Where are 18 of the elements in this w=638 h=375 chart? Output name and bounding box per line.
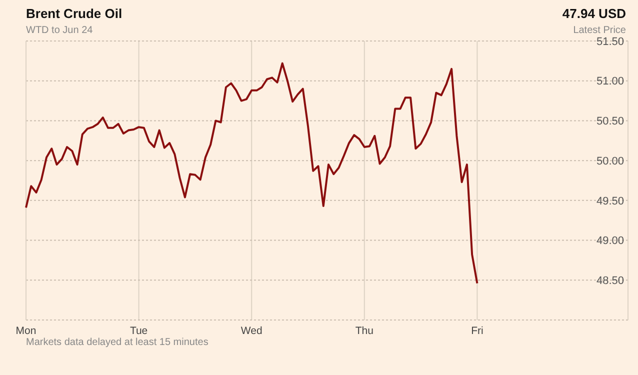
text: Latest Price	[573, 25, 626, 36]
x-tick-label: Wed	[240, 325, 262, 337]
text: Markets data delayed at least 15 minutes	[26, 337, 208, 348]
x-tick-label: Fri	[471, 325, 484, 337]
y-tick-label: 51.50	[596, 36, 624, 48]
chart-title: Brent Crude Oil	[26, 6, 122, 21]
y-tick-label: 51.00	[596, 76, 624, 88]
y-tick-label: 50.00	[596, 155, 624, 168]
x-tick-label: Thu	[355, 325, 374, 337]
text: 47.94 USD	[562, 6, 626, 21]
x-tick-label: Tue	[130, 325, 148, 337]
x-tick-label: Mon	[16, 325, 36, 337]
y-tick-label: 49.50	[596, 195, 624, 208]
chart-subtitle: WTD to Jun 24	[26, 25, 94, 36]
y-tick-label: 49.00	[596, 235, 624, 248]
y-tick-label: 50.50	[596, 116, 624, 128]
y-tick-label: 48.50	[596, 274, 624, 287]
line-series	[25, 62, 478, 284]
